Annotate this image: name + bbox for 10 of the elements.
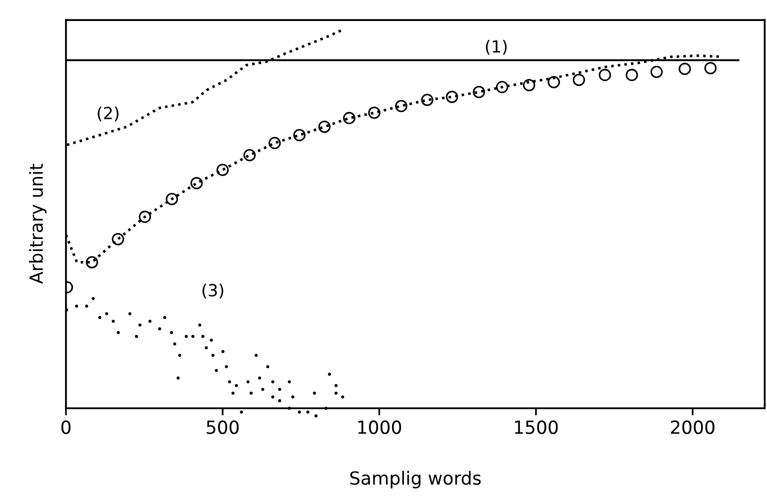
series-label: (3): [202, 284, 224, 298]
x-tick-label: 0: [61, 420, 71, 434]
y-axis-title: Arbitrary unit: [29, 164, 47, 284]
x-tick-label: 500: [206, 420, 239, 434]
x-axis-title: Samplig words: [350, 470, 481, 488]
x-tick-label: 2000: [670, 420, 714, 434]
series-label: (1): [486, 40, 507, 55]
x-tick-label: 1500: [514, 420, 558, 434]
x-tick-label: 1000: [358, 420, 402, 434]
series-label: (2): [98, 106, 119, 122]
